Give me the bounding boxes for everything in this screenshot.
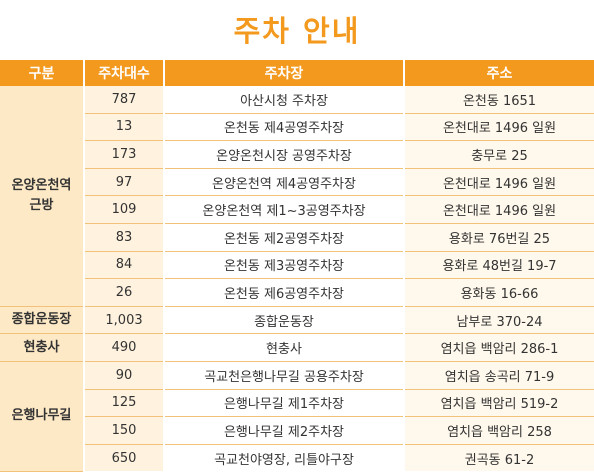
address-cell: 염치읍 송곡리 71-9	[403, 361, 594, 390]
address-cell: 용화로 48번길 19-7	[403, 251, 594, 280]
category-cell: 종합운동장	[0, 306, 84, 335]
address-cell: 온천대로 1496 일원	[403, 168, 594, 197]
table-body: 온양온천역 근방 787 아산시청 주차장 온천동 1651 13 온천동 제4공영주차장 온…	[0, 86, 594, 472]
count-cell: 787	[83, 86, 164, 114]
lot-cell: 은행나무길 제2주차장	[163, 416, 404, 445]
table-row: 84 온천동 제3공영주차장 용화로 48번길 19-7	[0, 251, 594, 280]
header-category: 구분	[0, 60, 84, 86]
header-address: 주소	[403, 60, 594, 86]
lot-cell: 온양온천역 제1~3공영주차장	[163, 195, 404, 224]
parking-table: 구분 주차대수 주차장 주소 온양온천역 근방 787 아산시청 주차장 온천동 165…	[0, 60, 594, 472]
table-row: 13 온천동 제4공영주차장 온천대로 1496 일원	[0, 113, 594, 142]
page-title: 주차 안내	[233, 14, 361, 48]
table-header-row: 구분 주차대수 주차장 주소	[0, 60, 594, 86]
table-row: 은행나무길 90 곡교천은행나무길 공용주차장 염치읍 송곡리 71-9	[0, 361, 594, 472]
category-cell: 현충사	[0, 333, 84, 362]
category-cell: 은행나무길	[0, 361, 84, 472]
table-row: 150 은행나무길 제2주차장 염치읍 백암리 258	[0, 416, 594, 445]
count-cell: 1,003	[83, 306, 164, 335]
lot-cell: 종합운동장	[163, 306, 404, 335]
address-cell: 남부로 370-24	[403, 306, 594, 335]
lot-cell: 온양온천역 제4공영주차장	[163, 168, 404, 197]
header-count: 주차대수	[83, 60, 164, 86]
table-row: 650 곡교천야영장, 리틀야구장 권곡동 61-2	[0, 444, 594, 472]
address-cell: 온천대로 1496 일원	[403, 195, 594, 224]
lot-cell: 은행나무길 제1주차장	[163, 389, 404, 418]
address-cell: 온천동 1651	[403, 86, 594, 114]
table-row: 173 온양온천시장 공영주차장 충무로 25	[0, 140, 594, 169]
table-row: 97 온양온천역 제4공영주차장 온천대로 1496 일원	[0, 168, 594, 197]
address-cell: 온천대로 1496 일원	[403, 113, 594, 142]
lot-cell: 현충사	[163, 333, 404, 362]
address-cell: 염치읍 백암리 286-1	[403, 333, 594, 362]
address-cell: 용화로 76번길 25	[403, 223, 594, 252]
count-cell: 13	[83, 113, 164, 142]
address-cell: 염치읍 백암리 258	[403, 416, 594, 445]
count-cell: 150	[83, 416, 164, 445]
count-cell: 125	[83, 389, 164, 418]
table-row: 종합운동장 1,003 종합운동장 남부로 370-24	[0, 306, 594, 335]
count-cell: 490	[83, 333, 164, 362]
table-row: 26 온천동 제6공영주차장 용화동 16-66	[0, 278, 594, 307]
table-row: 온양온천역 근방 787 아산시청 주차장 온천동 1651	[0, 86, 594, 307]
table-row: 현충사 490 현충사 염치읍 백암리 286-1	[0, 333, 594, 362]
count-cell: 109	[83, 195, 164, 224]
lot-cell: 온천동 제6공영주차장	[163, 278, 404, 307]
address-cell: 용화동 16-66	[403, 278, 594, 307]
address-cell: 권곡동 61-2	[403, 444, 594, 472]
lot-cell: 온천동 제3공영주차장	[163, 251, 404, 280]
table-row: 125 은행나무길 제1주차장 염치읍 백암리 519-2	[0, 389, 594, 418]
header-lot: 주차장	[163, 60, 404, 86]
table-row: 109 온양온천역 제1~3공영주차장 온천대로 1496 일원	[0, 195, 594, 224]
count-cell: 83	[83, 223, 164, 252]
count-cell: 97	[83, 168, 164, 197]
count-cell: 90	[83, 361, 164, 390]
lot-cell: 온천동 제4공영주차장	[163, 113, 404, 142]
count-cell: 84	[83, 251, 164, 280]
table-row: 83 온천동 제2공영주차장 용화로 76번길 25	[0, 223, 594, 252]
count-cell: 650	[83, 444, 164, 472]
count-cell: 26	[83, 278, 164, 307]
address-cell: 염치읍 백암리 519-2	[403, 389, 594, 418]
lot-cell: 곡교천야영장, 리틀야구장	[163, 444, 404, 472]
count-cell: 173	[83, 140, 164, 169]
address-cell: 충무로 25	[403, 140, 594, 169]
lot-cell: 온천동 제2공영주차장	[163, 223, 404, 252]
category-cell: 온양온천역 근방	[0, 86, 84, 307]
lot-cell: 온양온천시장 공영주차장	[163, 140, 404, 169]
lot-cell: 아산시청 주차장	[163, 86, 404, 114]
lot-cell: 곡교천은행나무길 공용주차장	[163, 361, 404, 390]
